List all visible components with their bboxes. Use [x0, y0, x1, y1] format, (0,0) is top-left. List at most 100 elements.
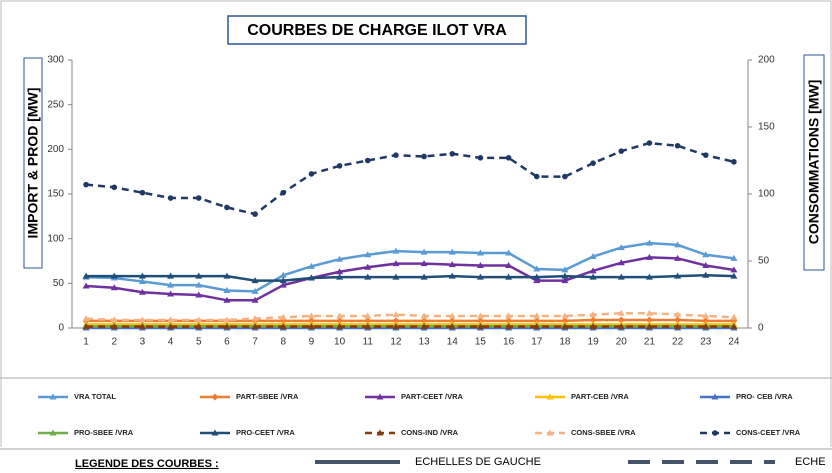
- point: [223, 296, 231, 303]
- x-tick-label: 10: [334, 337, 346, 348]
- x-tick-label: 1: [83, 337, 89, 348]
- x-tick-label: 2: [111, 337, 117, 348]
- y2-tick-label: 100: [758, 189, 775, 200]
- series-line: [85, 141, 735, 216]
- point: [645, 316, 653, 324]
- point: [533, 265, 541, 272]
- y2-tick-label: 0: [758, 323, 764, 334]
- point: [505, 312, 513, 319]
- point: [195, 323, 203, 330]
- footer-bg: [0, 447, 832, 473]
- series-line: [86, 274, 734, 282]
- point: [138, 316, 146, 323]
- footer-right-scale: ECHE: [795, 456, 826, 468]
- point: [138, 272, 146, 279]
- point: [420, 260, 428, 267]
- title-box: [227, 15, 527, 45]
- x-tick-label: 3: [140, 337, 146, 348]
- point: [307, 262, 315, 269]
- legend-marker: [211, 393, 219, 401]
- point: [336, 268, 344, 275]
- point: [533, 312, 541, 319]
- point: [589, 253, 597, 260]
- y-tick-label: 300: [47, 55, 64, 66]
- point: [674, 323, 682, 330]
- legend-label: CONS-CEET /VRA: [736, 428, 801, 437]
- point: [448, 317, 456, 325]
- point: [139, 189, 146, 196]
- x-tick-label: 6: [224, 337, 230, 348]
- point: [645, 273, 653, 280]
- y2-tick-label: 50: [758, 256, 770, 267]
- point: [533, 173, 540, 180]
- point: [674, 241, 682, 248]
- point: [280, 189, 287, 196]
- y2-tick-label: 200: [758, 55, 775, 66]
- point: [336, 163, 343, 169]
- point: [505, 261, 513, 268]
- point: [561, 312, 569, 319]
- point: [730, 313, 738, 320]
- x-tick-label: 17: [531, 337, 543, 348]
- point: [420, 323, 428, 330]
- point: [730, 254, 738, 261]
- point: [308, 171, 315, 177]
- point: [702, 312, 710, 319]
- legend-marker: [712, 430, 718, 436]
- point: [251, 277, 259, 284]
- point: [167, 316, 175, 323]
- x-tick-label: 18: [559, 337, 571, 348]
- point: [110, 272, 118, 279]
- x-tick-label: 21: [644, 337, 656, 348]
- point: [110, 323, 118, 330]
- point: [476, 249, 484, 256]
- point: [421, 153, 427, 160]
- legend-label: PRO-CEET /VRA: [236, 428, 295, 437]
- point: [476, 317, 484, 325]
- x-tick-label: 5: [196, 337, 202, 348]
- point: [138, 323, 146, 330]
- point: [223, 286, 231, 293]
- point: [110, 316, 118, 323]
- legend-label: PART-SBEE /VRA: [236, 392, 299, 401]
- point: [589, 267, 597, 274]
- series-line: [86, 256, 735, 302]
- frame: [0, 0, 832, 455]
- x-tick-label: 15: [475, 337, 487, 348]
- legend-marker: [211, 429, 219, 436]
- x-tick-label: 9: [309, 337, 315, 348]
- point: [589, 311, 597, 318]
- legend-marker: [546, 429, 554, 436]
- point: [392, 323, 400, 330]
- point: [336, 323, 344, 330]
- point: [195, 195, 202, 201]
- point: [82, 315, 90, 322]
- point: [448, 248, 456, 255]
- point: [336, 255, 344, 262]
- point: [167, 272, 175, 279]
- point: [420, 317, 428, 325]
- point: [702, 261, 710, 268]
- point: [476, 323, 484, 330]
- point: [449, 151, 456, 157]
- x-tick-label: 13: [419, 337, 431, 348]
- point: [110, 284, 118, 291]
- point: [364, 273, 372, 280]
- point: [393, 152, 399, 158]
- legend-marker: [376, 429, 384, 436]
- point: [448, 323, 456, 330]
- point: [505, 249, 513, 256]
- y-tick-label: 250: [47, 99, 64, 110]
- x-tick-label: 22: [672, 337, 684, 348]
- point: [364, 323, 372, 330]
- point: [364, 251, 372, 258]
- point: [477, 155, 484, 161]
- point: [307, 323, 315, 330]
- point: [336, 273, 344, 280]
- point: [82, 272, 90, 279]
- point: [83, 181, 89, 188]
- point: [645, 309, 653, 316]
- point: [617, 273, 625, 280]
- point: [589, 273, 597, 280]
